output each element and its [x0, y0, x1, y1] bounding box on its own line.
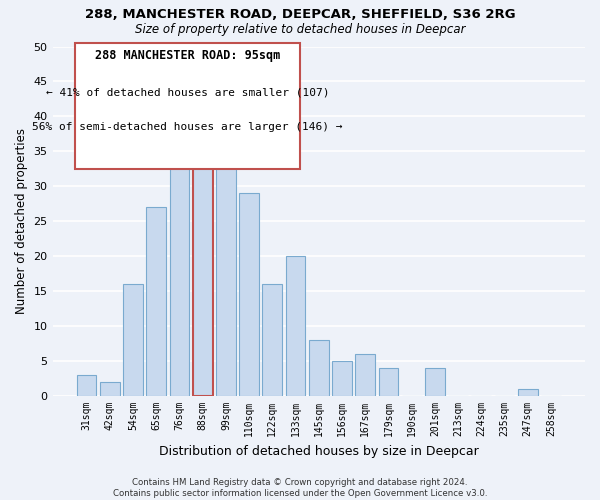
Bar — [170, 116, 190, 396]
FancyBboxPatch shape — [75, 43, 300, 169]
Bar — [379, 368, 398, 396]
Bar — [332, 361, 352, 396]
Text: Contains HM Land Registry data © Crown copyright and database right 2024.
Contai: Contains HM Land Registry data © Crown c… — [113, 478, 487, 498]
Bar — [146, 208, 166, 396]
Bar — [286, 256, 305, 396]
Bar — [309, 340, 329, 396]
Text: 56% of semi-detached houses are larger (146) →: 56% of semi-detached houses are larger (… — [32, 122, 343, 132]
Text: Size of property relative to detached houses in Deepcar: Size of property relative to detached ho… — [135, 22, 465, 36]
Bar — [262, 284, 282, 396]
Text: ← 41% of detached houses are smaller (107): ← 41% of detached houses are smaller (10… — [46, 87, 329, 97]
Bar — [239, 194, 259, 396]
Bar — [77, 375, 97, 396]
Bar — [100, 382, 119, 396]
Y-axis label: Number of detached properties: Number of detached properties — [15, 128, 28, 314]
X-axis label: Distribution of detached houses by size in Deepcar: Distribution of detached houses by size … — [159, 444, 479, 458]
Bar — [355, 354, 375, 396]
Bar — [425, 368, 445, 396]
Text: 288 MANCHESTER ROAD: 95sqm: 288 MANCHESTER ROAD: 95sqm — [95, 48, 280, 62]
Bar — [518, 389, 538, 396]
Bar — [123, 284, 143, 396]
Bar — [216, 130, 236, 396]
Bar — [193, 110, 212, 396]
Text: 288, MANCHESTER ROAD, DEEPCAR, SHEFFIELD, S36 2RG: 288, MANCHESTER ROAD, DEEPCAR, SHEFFIELD… — [85, 8, 515, 20]
